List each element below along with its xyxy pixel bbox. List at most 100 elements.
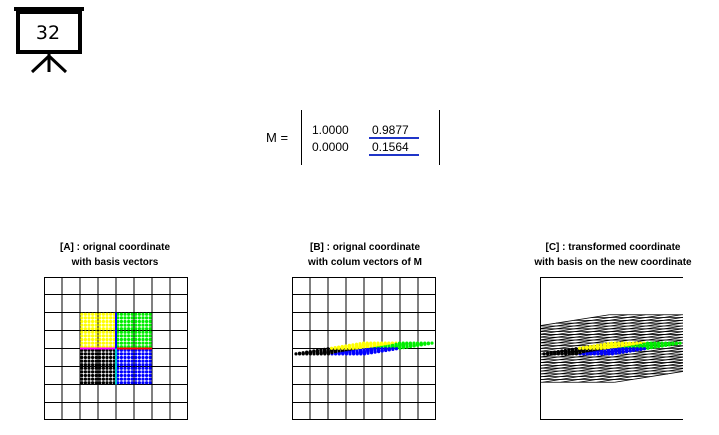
green-point	[130, 341, 134, 345]
green-point	[141, 327, 145, 331]
green-point	[119, 316, 123, 320]
blue-point	[589, 352, 593, 356]
green-point	[405, 345, 409, 349]
yellow-point	[109, 323, 113, 327]
yellow-point	[613, 341, 617, 345]
green-point	[141, 337, 145, 342]
black-point	[94, 366, 98, 370]
yellow-point	[109, 330, 113, 334]
green-point	[119, 330, 123, 334]
blue-point	[127, 366, 131, 370]
green-point	[134, 319, 138, 324]
yellow-point	[387, 341, 391, 345]
blue-point	[607, 352, 611, 356]
black-point	[105, 348, 109, 352]
black-point	[105, 359, 109, 363]
grid-line	[560, 362, 683, 383]
green-point	[145, 319, 149, 324]
yellow-point	[87, 327, 91, 331]
green-point	[130, 316, 134, 320]
green-point	[141, 341, 145, 345]
yellow-point	[91, 323, 95, 327]
blue-point	[130, 377, 134, 381]
green-point	[678, 341, 682, 345]
blue-point	[148, 348, 152, 352]
black-point	[87, 363, 91, 367]
yellow-point	[595, 343, 599, 348]
blue-point	[344, 352, 349, 356]
black-point	[101, 370, 105, 374]
black-point	[301, 351, 305, 355]
blue-point	[148, 370, 152, 374]
matrix-column-underline-1	[369, 137, 419, 139]
slide-number: 32	[35, 22, 61, 44]
green-point	[145, 323, 149, 327]
yellow-point	[101, 345, 105, 349]
black-point	[91, 359, 95, 363]
grid-line	[540, 353, 683, 378]
blue-point	[119, 373, 123, 378]
plot-frame	[540, 277, 683, 420]
green-point	[134, 323, 138, 327]
black-point	[80, 363, 84, 367]
yellow-point	[627, 341, 632, 345]
blue-point	[355, 352, 359, 356]
green-point	[119, 312, 123, 316]
yellow-point	[101, 337, 105, 342]
panel-a-title: [A] : orignal coordinate with basis vect…	[24, 240, 206, 270]
green-point	[141, 312, 145, 316]
matrix-right-bracket	[439, 110, 440, 165]
yellow-point	[109, 319, 113, 324]
yellow-point	[609, 341, 614, 345]
blue-point	[127, 370, 131, 374]
blue-point	[134, 355, 138, 360]
yellow-point	[105, 319, 109, 324]
blue-point	[130, 359, 134, 363]
green-point	[145, 312, 149, 316]
blue-point	[137, 377, 141, 381]
blue-point	[141, 355, 145, 360]
black-point	[83, 359, 87, 363]
blue-point	[148, 366, 152, 370]
blue-point	[614, 351, 618, 355]
yellow-point	[98, 334, 102, 338]
yellow-point	[101, 312, 105, 316]
blue-point	[123, 377, 127, 381]
yellow-point	[80, 327, 84, 331]
black-point	[98, 352, 102, 356]
black-point	[80, 352, 84, 356]
yellow-point	[344, 344, 348, 348]
yellow-point	[379, 341, 384, 345]
blue-point	[127, 381, 131, 385]
blue-point	[119, 355, 123, 360]
blue-point	[134, 377, 138, 381]
green-point	[123, 341, 127, 345]
green-point	[141, 334, 145, 338]
yellow-point	[94, 316, 98, 320]
blue-point	[127, 359, 131, 363]
blue-point	[137, 363, 141, 367]
presentation-board-icon	[14, 7, 84, 74]
green-point	[134, 316, 138, 320]
yellow-point	[577, 346, 582, 350]
blue-point	[592, 352, 597, 356]
blue-point	[145, 370, 149, 374]
matrix-left-bracket	[301, 110, 302, 165]
black-point	[87, 381, 91, 385]
yellow-point	[109, 312, 113, 316]
green-point	[398, 346, 402, 350]
blue-point	[639, 347, 643, 351]
green-point	[134, 341, 138, 345]
green-point	[130, 327, 134, 331]
green-point	[127, 327, 131, 331]
yellow-point	[80, 316, 84, 320]
green-point	[123, 312, 127, 316]
black-point	[83, 355, 87, 360]
black-point	[94, 373, 98, 378]
black-point	[94, 352, 98, 356]
blue-point	[137, 348, 141, 352]
yellow-point	[101, 334, 105, 338]
yellow-point	[94, 334, 98, 338]
green-point	[426, 342, 431, 346]
black-point	[83, 348, 87, 352]
